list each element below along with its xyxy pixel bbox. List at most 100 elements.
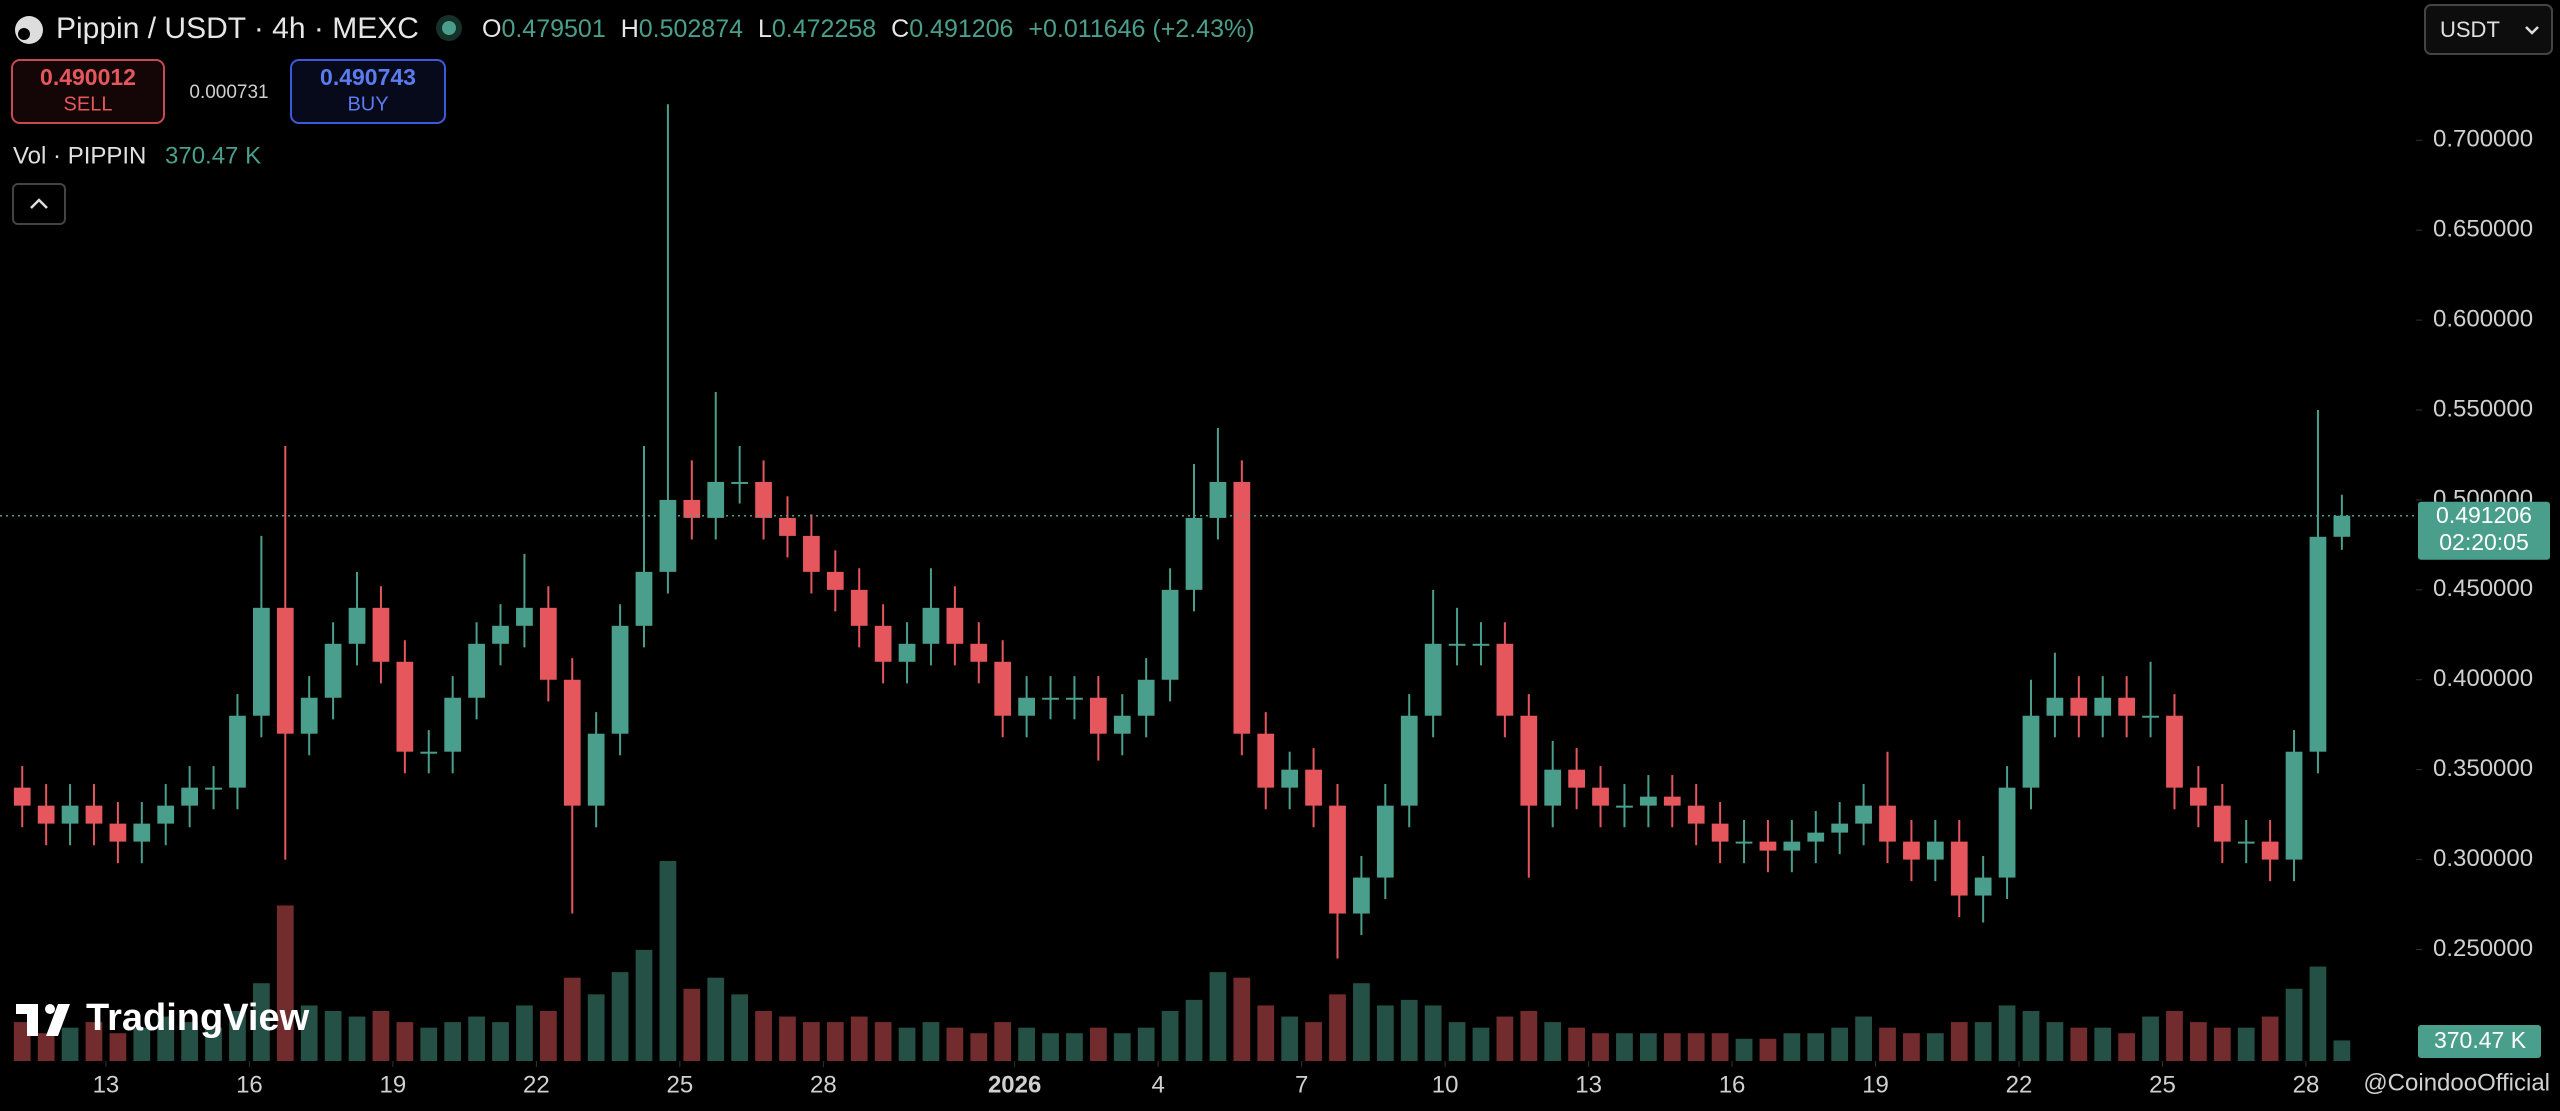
- volume-bar: [1400, 999, 1418, 1061]
- volume-bar: [2094, 1027, 2112, 1061]
- volume-tag-label: 370.47 K: [2434, 1027, 2527, 1053]
- sell-price: 0.490012: [40, 64, 136, 90]
- volume-bar: [898, 1027, 916, 1061]
- sell-button[interactable]: [11, 59, 165, 124]
- candle-body: [109, 823, 127, 842]
- volume-bar: [1209, 972, 1227, 1061]
- candle-body: [205, 787, 222, 790]
- volume-bar: [755, 1011, 772, 1061]
- change: +0.011646 (+2.43%): [1028, 15, 1254, 43]
- candle-body: [1209, 481, 1227, 518]
- volume-bar: [396, 1022, 414, 1061]
- symbol: Pippin / USDT · 4h · MEXC: [56, 12, 419, 45]
- volume-bar: [2118, 1033, 2136, 1061]
- ohlc-value: 0.479501: [501, 15, 605, 43]
- volume-bar: [1663, 1033, 1681, 1061]
- x-tick-label: 4: [1151, 1071, 1164, 1098]
- candle-body: [539, 607, 557, 680]
- volume-bar: [1472, 1027, 1490, 1061]
- x-tick-label: 28: [810, 1071, 837, 1098]
- volume-bar: [1066, 1033, 1083, 1061]
- ohlc-value: 0.472258: [772, 15, 876, 43]
- candle-body: [1974, 877, 1992, 896]
- x-tick-label: 7: [1295, 1071, 1308, 1098]
- volume-value: 370.47 K: [165, 142, 261, 169]
- candle-body: [1998, 787, 2016, 878]
- coin-logo-detail: [18, 28, 30, 40]
- volume-bar: [1424, 1005, 1442, 1061]
- ohlc: O0.479501 H0.502874 L0.472258 C0.491206 …: [482, 15, 1255, 43]
- volume-bar: [2213, 1027, 2231, 1061]
- currency: USDT: [2440, 17, 2500, 42]
- candle-body: [516, 607, 533, 626]
- x-tick-label: 25: [2149, 1071, 2176, 1098]
- candle-body: [1903, 841, 1920, 860]
- candle-body: [563, 679, 581, 806]
- candle-body: [1185, 517, 1203, 590]
- candle-body: [1424, 643, 1442, 716]
- logo-part: [27, 1004, 38, 1036]
- volume-bar: [611, 972, 629, 1061]
- volume-bar: [1879, 1027, 1896, 1061]
- candle-body: [826, 571, 844, 590]
- candle-body: [922, 607, 940, 644]
- volume-bar: [253, 983, 270, 1061]
- candle-body: [1042, 697, 1059, 700]
- candle-body: [1687, 805, 1705, 824]
- volume-bar: [1998, 1005, 2016, 1061]
- logo-part: [46, 1004, 70, 1036]
- volume-bar: [922, 1022, 940, 1061]
- volume-bar: [1185, 999, 1203, 1061]
- volume-bar: [37, 1033, 55, 1061]
- candle-body: [1783, 841, 1801, 851]
- volume-bar: [324, 1011, 342, 1061]
- x-tick-label: 10: [1432, 1071, 1459, 1098]
- volume-tag: [2418, 1025, 2541, 1058]
- x-tick-label: 19: [380, 1071, 407, 1098]
- candle-body: [659, 499, 677, 572]
- status-dot: [442, 21, 456, 35]
- candle-body: [946, 607, 964, 644]
- candle-body: [133, 823, 151, 842]
- candle-body: [157, 805, 175, 824]
- ohlc-key: L: [758, 15, 772, 43]
- volume-bar: [492, 1022, 509, 1061]
- volume-bar: [707, 977, 725, 1061]
- candle-body: [2094, 697, 2112, 716]
- x-tick-label: 22: [2006, 1071, 2033, 1098]
- volume-bar: [13, 1022, 31, 1061]
- currency-dropdown[interactable]: [2424, 4, 2553, 55]
- volume-bar: [1759, 1038, 1777, 1061]
- volume-bar: [779, 1016, 796, 1061]
- collapse-button[interactable]: [12, 183, 66, 225]
- candle-body: [276, 607, 294, 734]
- volume-bar: [1903, 1033, 1920, 1061]
- volume-bar: [1376, 1005, 1394, 1061]
- buy-button[interactable]: [290, 59, 446, 124]
- x-tick-label: 13: [93, 1071, 120, 1098]
- x-tick-label: 16: [236, 1071, 263, 1098]
- candle-body: [468, 643, 485, 698]
- candle-body: [874, 625, 892, 662]
- candle-body: [2285, 751, 2303, 860]
- candle-body: [2237, 841, 2255, 844]
- candle-body: [1663, 796, 1681, 806]
- ohlc-key: O: [482, 15, 501, 43]
- volume-bar: [1592, 1033, 1609, 1061]
- candle-body: [2166, 715, 2183, 788]
- candle-body: [1018, 697, 1035, 716]
- ohlc-key: H: [621, 15, 639, 43]
- volume-bar: [946, 1027, 964, 1061]
- volume-bar: [372, 1011, 390, 1061]
- volume-bar: [1257, 1005, 1275, 1061]
- y-tick-label: 0.400000: [2433, 665, 2533, 692]
- ohlc-key: C: [891, 15, 909, 43]
- candle-body: [1137, 679, 1155, 716]
- x-tick-label: 28: [2293, 1071, 2320, 1098]
- volume-bar: [109, 1033, 127, 1061]
- candle-body: [1735, 841, 1753, 844]
- candle-body: [253, 607, 270, 716]
- volume-bar: [157, 1016, 175, 1061]
- candle-body: [1329, 805, 1346, 914]
